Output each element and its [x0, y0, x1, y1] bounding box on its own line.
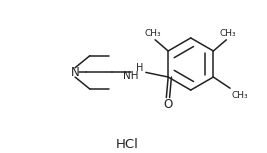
Text: N: N [71, 66, 80, 79]
Text: O: O [163, 99, 172, 112]
Text: HCl: HCl [116, 138, 139, 151]
Text: CH₃: CH₃ [231, 91, 248, 100]
Text: NH: NH [123, 71, 138, 81]
Text: CH₃: CH₃ [220, 29, 237, 38]
Text: CH₃: CH₃ [145, 29, 162, 38]
Text: H: H [136, 63, 143, 73]
